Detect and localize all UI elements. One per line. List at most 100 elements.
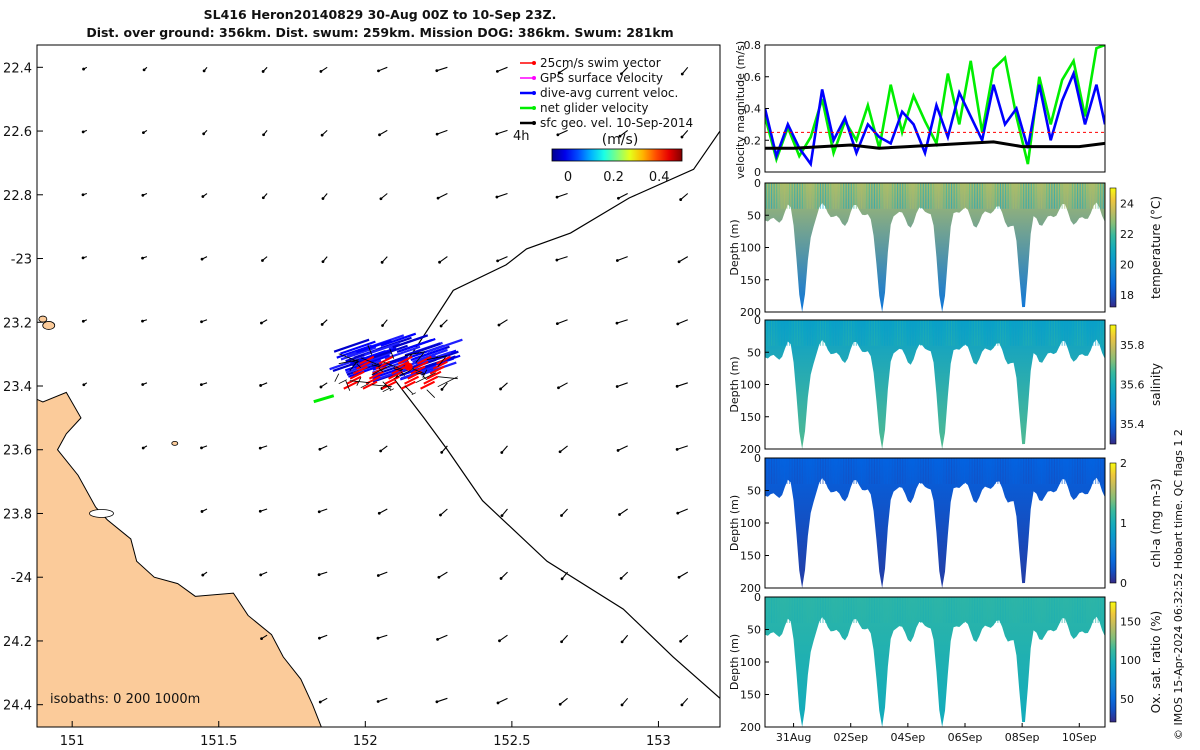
section-colorbar-tick: 35.8	[1120, 339, 1145, 352]
section-colorbar-tick: 35.6	[1120, 379, 1145, 392]
dive-avg-vector	[345, 359, 382, 374]
sfc-geo-arrowhead	[262, 133, 265, 137]
glider-track	[437, 376, 458, 388]
sfc-geo-arrow	[561, 634, 568, 643]
section-colorbar-tick: 0	[1120, 577, 1127, 590]
sfc-geo-arrowhead	[439, 324, 443, 328]
swim-vector	[404, 375, 420, 385]
sfc-geo-arrowhead	[496, 259, 500, 263]
velocity-series-sfc-geo-vel-	[765, 140, 1105, 150]
section-layer-salinity	[765, 320, 1105, 449]
section-ytick-label: 100	[740, 242, 761, 255]
section-ytick-label: 0	[754, 314, 761, 327]
sfc-geo-arrow	[440, 319, 448, 327]
section-xtick-label: 06Sep	[948, 731, 983, 744]
map-ytick-label: 22.6	[3, 125, 32, 140]
sfc-geo-arrowhead	[495, 69, 499, 73]
velocity-ytick-label: 0.4	[744, 103, 762, 116]
sfc-geo-arrowhead	[618, 134, 622, 138]
sfc-geo-arrow	[557, 129, 568, 136]
sfc-geo-arrow	[496, 192, 508, 198]
sfc-geo-arrow	[558, 66, 568, 74]
sfc-geo-arrowhead	[615, 385, 619, 388]
sfc-geo-arrowhead	[319, 385, 323, 389]
sfc-geo-arrowhead	[500, 451, 504, 454]
sfc-geo-arrowhead	[380, 260, 384, 264]
sfc-geo-arrowhead	[141, 319, 144, 323]
sfc-geo-arrowhead	[498, 639, 501, 643]
sfc-geo-arrowhead	[320, 323, 324, 326]
section-colorbar-label: Ox. sat. ratio (%)	[1149, 611, 1163, 713]
section-ytick-label: 150	[740, 550, 761, 563]
velocity-layer	[765, 45, 1105, 168]
sfc-geo-arrow	[379, 129, 388, 136]
glider-track	[378, 367, 384, 372]
sfc-geo-arrow	[497, 256, 508, 262]
section-layer-chl-a	[765, 458, 1105, 588]
speed-colorbar-tick: 0.4	[649, 170, 670, 185]
glider-track	[356, 363, 362, 368]
sfc-geo-arrowhead	[258, 509, 262, 513]
sfc-geo-arrowhead	[680, 135, 684, 139]
legend-time-label: 4h	[513, 129, 530, 144]
legend-entry: GPS surface velocity	[540, 71, 663, 85]
section-ylabel: Depth (m)	[728, 495, 741, 551]
section-ytick-label: 200	[740, 582, 761, 595]
sfc-geo-arrowhead	[677, 575, 681, 579]
sfc-geo-arrowhead	[317, 573, 321, 577]
swim-vector	[410, 365, 426, 375]
glider-track	[382, 361, 403, 371]
sfc-geo-arrowhead	[620, 703, 624, 707]
sfc-geo-arrowhead	[201, 573, 205, 577]
sfc-geo-arrow	[617, 382, 628, 388]
island-1	[38, 315, 48, 323]
sfc-geo-arrowhead	[675, 448, 679, 451]
section-colorbar-tick: 22	[1120, 228, 1134, 241]
sfc-geo-arrowhead	[202, 69, 206, 73]
swim-vector	[423, 375, 439, 385]
map-xtick-label: 151	[60, 734, 85, 749]
section-ytick-label: 50	[747, 485, 761, 498]
sfc-geo-arrow	[500, 382, 508, 390]
sfc-geo-arrow	[680, 634, 689, 642]
dive-avg-vector	[392, 334, 429, 349]
sfc-geo-arrow	[499, 634, 508, 642]
sfc-geo-arrowhead	[379, 197, 383, 201]
isobath-annotation: isobaths: 0 200 1000m	[50, 692, 200, 707]
island-2	[171, 440, 179, 446]
speed-colorbar	[551, 148, 683, 162]
sfc-geo-arrowhead	[202, 132, 206, 136]
section-colorbar-oxygen	[1109, 601, 1117, 723]
sfc-geo-arrowhead	[260, 321, 263, 325]
sfc-geo-arrowhead	[376, 574, 380, 577]
swim-vector	[429, 365, 445, 375]
dive-avg-vector	[354, 354, 391, 369]
sfc-geo-arrow	[441, 382, 448, 390]
sfc-geo-arrow	[437, 193, 448, 199]
sfc-geo-arrow	[561, 571, 568, 580]
sfc-geo-arrowhead	[141, 256, 144, 260]
dive-avg-vector	[427, 338, 463, 353]
sfc-geo-arrow	[318, 571, 328, 576]
sfc-geo-arrowhead	[437, 575, 441, 579]
speed-colorbar-tick: 0.2	[603, 170, 624, 185]
map-ytick-label: 24.4	[3, 699, 32, 714]
sfc-geo-arrowhead	[200, 510, 204, 513]
map-xtick-label: 153	[646, 734, 671, 749]
sfc-geo-arrow	[681, 130, 689, 138]
section-colorbar-label: salinity	[1149, 363, 1163, 406]
sfc-geo-arrowhead	[261, 259, 264, 262]
sfc-geo-arrowhead	[620, 72, 623, 76]
swim-vector	[343, 380, 359, 390]
dive-avg-vector	[404, 342, 441, 357]
section-ylabel: Depth (m)	[728, 356, 741, 412]
legend-entry: 25cm/s swim vector	[540, 56, 661, 70]
section-colorbar-tick: 1	[1120, 517, 1127, 530]
sfc-geo-arrow	[436, 129, 448, 135]
glider-track	[371, 364, 380, 368]
glider-track	[371, 364, 392, 376]
sfc-geo-arrowhead	[555, 322, 559, 326]
glider-track	[360, 383, 369, 389]
sfc-geo-arrow	[681, 697, 689, 706]
